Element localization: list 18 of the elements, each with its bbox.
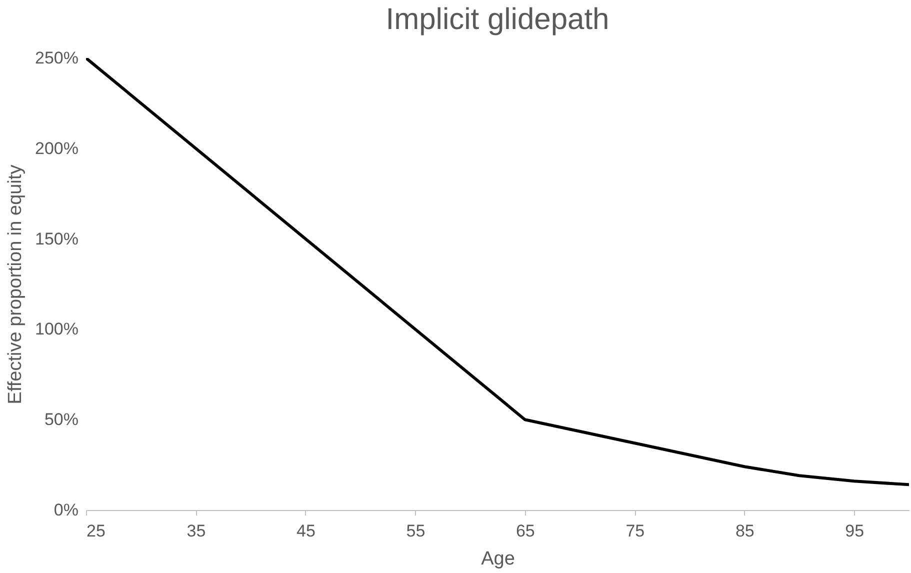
- x-tick-label: 45: [296, 522, 316, 540]
- y-tick-label: 150%: [35, 229, 78, 248]
- y-tick-label: 250%: [35, 48, 78, 68]
- y-tick-label: 50%: [44, 410, 78, 430]
- line-series: [86, 58, 909, 486]
- x-tick-label: 85: [735, 522, 754, 540]
- x-tick-label: 55: [406, 522, 426, 540]
- x-tick-label: 25: [86, 522, 106, 540]
- x-tick-label: 35: [186, 522, 206, 540]
- y-axis-title: Effective proportion in equity: [5, 164, 26, 404]
- y-tick-label: 0%: [54, 500, 78, 520]
- x-tick-label: 75: [626, 522, 645, 540]
- y-tick-label: 100%: [35, 320, 78, 339]
- x-tick-label: 95: [845, 522, 864, 540]
- x-tick-label: 65: [516, 522, 535, 540]
- chart-title: Implicit glidepath: [386, 3, 610, 36]
- y-tick-label: 200%: [35, 138, 78, 158]
- x-axis-title: Age: [481, 548, 515, 570]
